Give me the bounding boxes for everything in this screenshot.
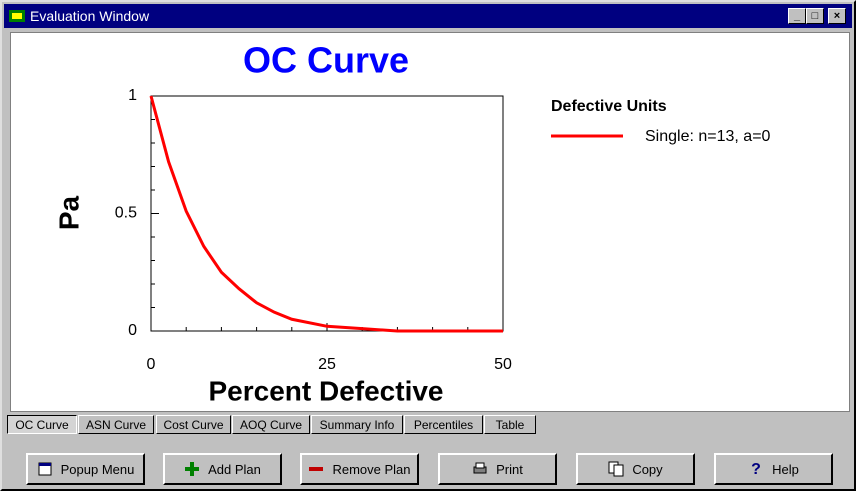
x-tick-label: 0 [147,356,156,373]
button[interactable]: Remove Plan [300,453,419,485]
legend-label: Single: n=13, a=0 [645,128,771,145]
button-label: Remove Plan [332,461,411,477]
tab[interactable]: AOQ Curve [232,415,310,434]
button-label: Add Plan [208,461,261,477]
maximize-button[interactable]: □ [806,8,824,24]
button-icon [309,467,324,471]
button[interactable]: Popup Menu [26,453,145,485]
button[interactable]: ? Help [714,453,833,485]
tab[interactable]: Summary Info [311,415,403,434]
close-button[interactable]: × [828,8,846,24]
button[interactable]: Print [438,453,557,485]
window-title: Evaluation Window [30,8,150,24]
x-tick-label: 25 [318,356,336,373]
button-label: Print [496,461,523,477]
button[interactable]: Add Plan [163,453,282,485]
y-tick-label: 0 [128,322,137,339]
svg-text:?: ? [751,461,761,477]
tab[interactable]: Table [484,415,536,434]
button-icon: ? [751,461,761,477]
y-tick-label: 1 [128,87,137,104]
tab[interactable]: OC Curve [7,415,77,434]
button[interactable]: Copy [576,453,695,485]
plot-frame [150,95,504,332]
tab[interactable]: Percentiles [404,415,483,434]
series-line [149,95,503,333]
button-icon [38,462,52,476]
button-icon [185,462,200,476]
button-icon [473,462,487,474]
y-tick-label: 0.5 [115,205,137,222]
button-label: Copy [632,461,663,477]
app-icon [9,10,25,22]
chart-title: OC Curve [243,40,409,81]
button-label: Popup Menu [60,461,135,477]
y-axis-label: Pa [53,195,84,230]
tab[interactable]: ASN Curve [78,415,154,434]
button-icon [608,461,624,477]
chart-area: OC Curve Percent Defective Pa Defective … [10,32,850,412]
x-tick-label: 50 [494,356,512,373]
button-label: Help [772,461,799,477]
chart: OC Curve Percent Defective Pa Defective … [53,40,771,407]
legend-title: Defective Units [551,98,667,115]
minimize-button[interactable]: _ [788,8,806,24]
tab[interactable]: Cost Curve [156,415,231,434]
x-axis-label: Percent Defective [208,375,443,406]
title-bar: Evaluation Window _ □ × [4,4,852,28]
